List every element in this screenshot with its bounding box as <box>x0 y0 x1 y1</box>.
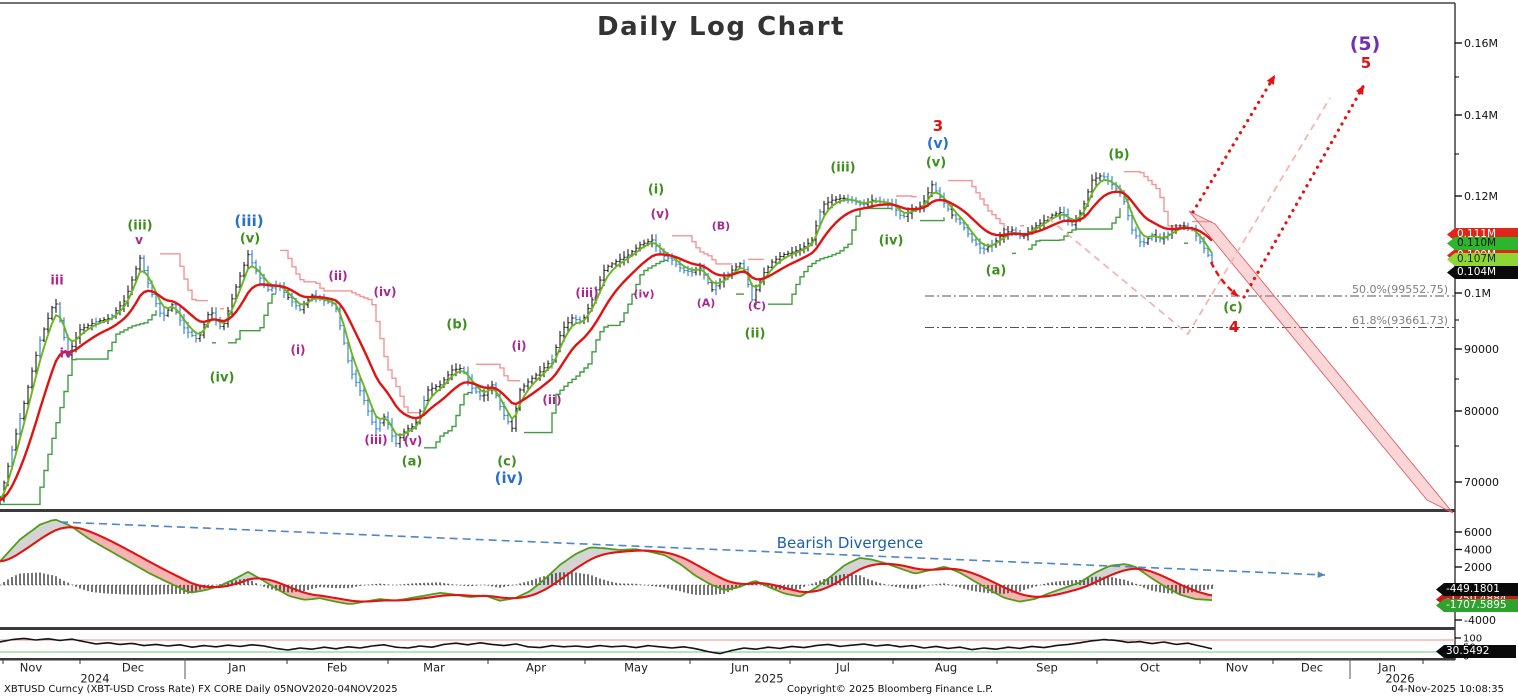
svg-text:Nov: Nov <box>20 661 43 675</box>
svg-text:Jul: Jul <box>835 661 850 675</box>
svg-text:Sep: Sep <box>1036 661 1058 675</box>
svg-text:Oct: Oct <box>1140 661 1160 675</box>
svg-text:80000: 80000 <box>1464 405 1499 418</box>
svg-text:Nov: Nov <box>1226 661 1249 675</box>
svg-text:May: May <box>624 661 648 675</box>
svg-text:Aug: Aug <box>935 661 957 675</box>
svg-text:90000: 90000 <box>1464 343 1499 356</box>
svg-text:2026: 2026 <box>1385 672 1414 686</box>
price-panel <box>0 171 1214 506</box>
svg-text:2024: 2024 <box>80 672 109 686</box>
svg-text:Jun: Jun <box>730 661 749 675</box>
svg-text:Dec: Dec <box>1301 661 1323 675</box>
svg-text:Jan: Jan <box>1377 661 1396 675</box>
svg-text:Mar: Mar <box>423 661 445 675</box>
svg-text:Jan: Jan <box>227 661 246 675</box>
macd-panel <box>0 518 1215 605</box>
svg-text:0.14M: 0.14M <box>1464 109 1498 122</box>
svg-text:100: 100 <box>1463 634 1482 645</box>
svg-text:70000: 70000 <box>1464 476 1499 489</box>
svg-text:4000: 4000 <box>1464 544 1492 557</box>
svg-text:0: 0 <box>1463 652 1469 663</box>
svg-text:-4000: -4000 <box>1464 614 1496 627</box>
svg-text:2025: 2025 <box>754 672 783 686</box>
svg-text:Apr: Apr <box>526 661 546 675</box>
svg-text:6000: 6000 <box>1464 526 1492 539</box>
svg-text:0.16M: 0.16M <box>1464 37 1498 50</box>
svg-text:0.1M: 0.1M <box>1464 287 1491 300</box>
svg-text:Dec: Dec <box>122 661 144 675</box>
svg-text:Feb: Feb <box>327 661 347 675</box>
projection-overlays <box>1047 73 1454 514</box>
svg-text:0.12M: 0.12M <box>1464 190 1498 203</box>
rsi-panel <box>0 637 1213 655</box>
svg-text:2000: 2000 <box>1464 561 1492 574</box>
